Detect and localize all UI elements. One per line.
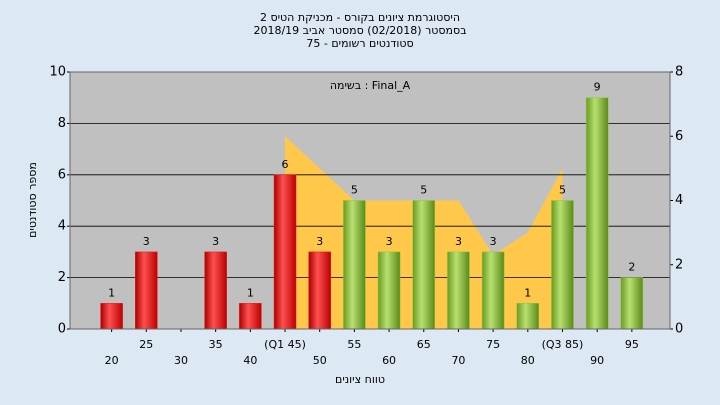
- y-tick-label: 4: [58, 219, 66, 234]
- x-tick-label: 30: [174, 354, 188, 367]
- bar: [343, 200, 366, 330]
- y-tick-label: 8: [58, 116, 66, 131]
- x-tick-label: 90: [590, 354, 604, 367]
- bar: [481, 251, 505, 330]
- bar: [377, 251, 401, 330]
- x-tick-label: 50: [313, 354, 327, 367]
- x-tick-label: 80: [521, 354, 535, 367]
- value-label: 2: [628, 261, 635, 274]
- x-tick-label: 95: [625, 338, 639, 351]
- value-label: 3: [490, 235, 497, 248]
- y-tick-label: 6: [58, 167, 66, 182]
- bar: [551, 200, 574, 330]
- y2-tick-label: 2: [675, 257, 683, 272]
- x-tick-label: 40: [243, 354, 257, 367]
- x-tick-label: 20: [105, 354, 119, 367]
- value-label: 5: [559, 184, 566, 197]
- x-tick-label: (Q1 45): [264, 338, 306, 351]
- bar: [273, 174, 297, 330]
- bar: [308, 251, 331, 330]
- y-tick-label: 10: [49, 65, 66, 80]
- x-tick-label: 70: [451, 354, 465, 367]
- bar: [585, 97, 609, 330]
- bar: [620, 277, 644, 330]
- x-tick-label: 60: [382, 354, 396, 367]
- value-label: 1: [524, 286, 531, 299]
- x-tick-label: (Q3 85): [542, 338, 584, 351]
- value-label: 3: [212, 235, 219, 248]
- bar: [516, 303, 540, 330]
- y-tick-label: 2: [58, 270, 66, 285]
- bar: [239, 303, 262, 330]
- bar: [100, 303, 123, 330]
- value-label: 6: [282, 158, 289, 171]
- chart-title: היסטוגרמת ציונים בקורס - מכניקת הטיס 2: [260, 11, 460, 24]
- chart-title: סטודנטים רשומים - 75: [306, 37, 413, 50]
- y-axis-label: מספר סטודנטים: [26, 162, 39, 238]
- x-tick-label: 75: [486, 338, 500, 351]
- y2-tick-label: 4: [675, 193, 683, 208]
- bar: [412, 200, 436, 330]
- bar: [204, 251, 227, 330]
- value-label: 3: [143, 235, 150, 248]
- chart-title: בסמסטר (02/2018) סמסטר אביב 2018/19: [253, 24, 466, 37]
- x-tick-label: 35: [209, 338, 223, 351]
- value-label: 5: [420, 184, 427, 197]
- y2-tick-label: 0: [675, 322, 683, 337]
- plot-border: [69, 71, 671, 330]
- value-label: 3: [455, 235, 462, 248]
- x-tick-label: 25: [139, 338, 153, 351]
- value-label: 1: [108, 286, 115, 299]
- x-tick-label: 65: [417, 338, 431, 351]
- value-label: 3: [316, 235, 323, 248]
- value-label: 1: [247, 286, 254, 299]
- value-label: 3: [386, 235, 393, 248]
- y2-tick-label: 8: [675, 65, 683, 80]
- bar: [447, 251, 470, 330]
- x-axis-label: טווח ציונים: [335, 373, 385, 386]
- x-tick-label: 55: [347, 338, 361, 351]
- y-tick-label: 0: [58, 322, 66, 337]
- value-label: 5: [351, 184, 358, 197]
- annotation: בשימה : Final_A: [330, 79, 411, 92]
- value-label: 9: [594, 81, 601, 94]
- y2-tick-label: 6: [675, 129, 683, 144]
- bar: [135, 251, 158, 330]
